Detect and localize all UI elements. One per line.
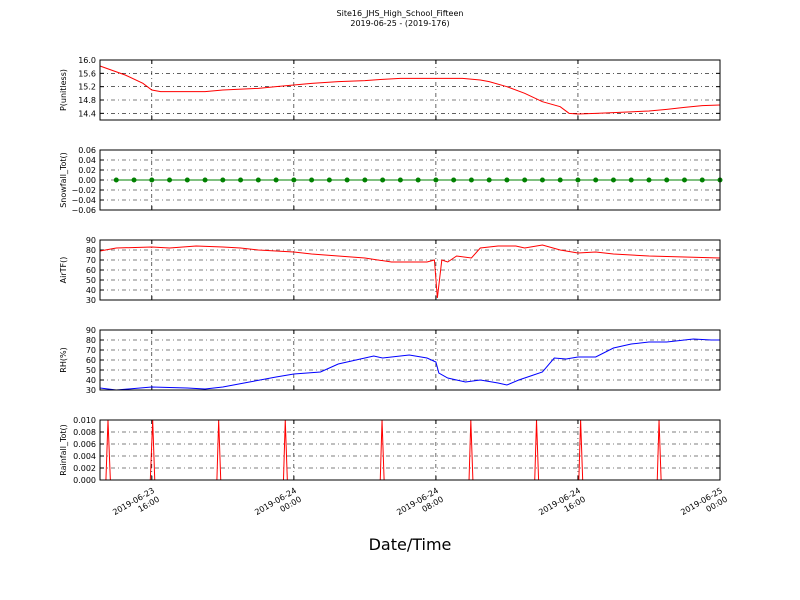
data-point — [255, 177, 261, 183]
data-point — [522, 177, 528, 183]
data-point — [628, 177, 634, 183]
y-tick-label: 0.06 — [78, 146, 96, 155]
data-line — [105, 419, 720, 481]
y-axis-label: AirTF() — [59, 257, 68, 284]
data-point — [362, 177, 368, 183]
plot-frame — [99, 329, 721, 391]
data-point — [184, 177, 190, 183]
data-point — [468, 177, 474, 183]
y-tick-label: 0.004 — [73, 452, 96, 461]
y-tick-label: 15.6 — [78, 69, 96, 78]
plot-frame — [99, 239, 721, 301]
data-point — [220, 177, 226, 183]
data-point — [238, 177, 244, 183]
chart-subtitle: 2019-06-25 - (2019-176) — [350, 19, 449, 28]
y-tick-label: 90 — [86, 236, 96, 245]
y-tick-label: 90 — [86, 326, 96, 335]
data-point — [167, 177, 173, 183]
y-tick-label: 14.8 — [78, 96, 96, 105]
data-point — [646, 177, 652, 183]
y-tick-label: 0.006 — [73, 440, 96, 449]
data-point — [664, 177, 670, 183]
y-tick-label: 0.008 — [73, 428, 96, 437]
y-tick-label: 60 — [86, 356, 96, 365]
data-point — [326, 177, 332, 183]
y-tick-label: 30 — [86, 296, 96, 305]
y-tick-label: 0.02 — [78, 166, 96, 175]
y-tick-label: 40 — [86, 376, 96, 385]
data-point — [557, 177, 563, 183]
data-point — [504, 177, 510, 183]
data-point — [610, 177, 616, 183]
y-tick-label: 50 — [86, 276, 96, 285]
data-point — [699, 177, 705, 183]
data-point — [433, 177, 439, 183]
plot-frame — [99, 59, 721, 121]
y-tick-label: 40 — [86, 286, 96, 295]
data-point — [344, 177, 350, 183]
y-tick-label: 60 — [86, 266, 96, 275]
y-tick-label: 80 — [86, 246, 96, 255]
y-tick-label: 0.04 — [78, 156, 96, 165]
y-tick-label: 70 — [86, 346, 96, 355]
y-tick-label: 0.010 — [73, 416, 96, 425]
y-tick-label: 30 — [86, 386, 96, 395]
data-point — [309, 177, 315, 183]
y-axis-label: Rainfall_Tot() — [59, 424, 68, 476]
plot-frame — [99, 419, 721, 481]
data-point — [380, 177, 386, 183]
y-tick-label: −0.04 — [71, 196, 96, 205]
data-line — [99, 338, 720, 391]
y-tick-label: −0.06 — [71, 206, 96, 215]
data-point — [415, 177, 421, 183]
y-tick-label: 16.0 — [78, 56, 96, 65]
data-point — [593, 177, 599, 183]
data-point — [291, 177, 297, 183]
plot-frame — [99, 149, 721, 211]
y-tick-label: 0.002 — [73, 464, 96, 473]
y-tick-label: 80 — [86, 336, 96, 345]
y-tick-label: 15.2 — [78, 83, 96, 92]
data-point — [131, 177, 137, 183]
data-point — [273, 177, 279, 183]
y-axis-label: RH(%) — [59, 347, 68, 372]
x-axis-label: Date/Time — [369, 535, 452, 554]
data-point — [539, 177, 545, 183]
y-tick-label: 0.00 — [78, 176, 96, 185]
y-tick-label: 70 — [86, 256, 96, 265]
y-tick-label: 0.000 — [73, 476, 96, 485]
data-point — [149, 177, 155, 183]
data-line — [99, 244, 721, 299]
data-point — [397, 177, 403, 183]
chart-title: Site16_JHS_High_School_Fifteen — [337, 9, 464, 18]
y-tick-label: 50 — [86, 366, 96, 375]
data-point — [451, 177, 457, 183]
data-point — [681, 177, 687, 183]
data-line — [99, 65, 721, 115]
data-point — [202, 177, 208, 183]
data-point — [575, 177, 581, 183]
y-tick-label: 14.4 — [78, 109, 96, 118]
data-point — [486, 177, 492, 183]
y-axis-label: Snowfall_Tot() — [59, 152, 68, 208]
data-point — [113, 177, 119, 183]
y-axis-label: P(unitless) — [59, 69, 68, 111]
y-tick-label: −0.02 — [71, 186, 96, 195]
